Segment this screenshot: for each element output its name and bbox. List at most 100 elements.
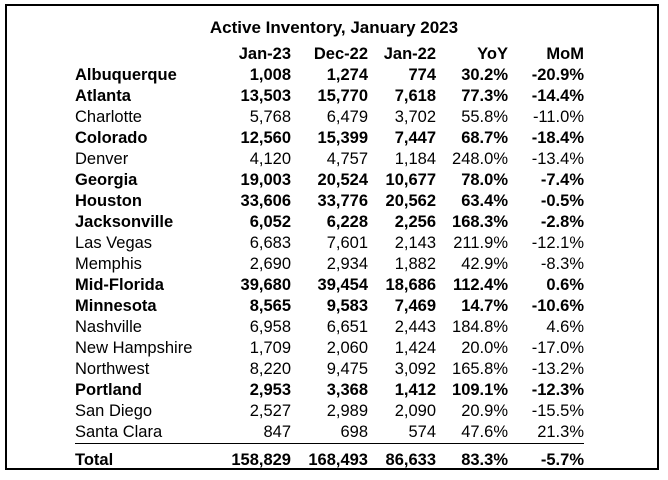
- mom-value: 4.6%: [546, 318, 584, 336]
- mom-value: -14.4%: [531, 87, 584, 105]
- table-row: Albuquerque 1,008 1,274 774 30.2% -20.9%: [75, 65, 584, 86]
- yoy-value: 78.0%: [461, 171, 508, 189]
- market-name: Portland: [75, 381, 142, 399]
- mom-value: -17.0%: [531, 339, 584, 357]
- market-name: Charlotte: [75, 108, 142, 126]
- jan22-value: 10,677: [385, 171, 436, 189]
- jan23-value: 4,120: [249, 150, 291, 168]
- market-name: San Diego: [75, 402, 153, 420]
- dec22-value: 15,399: [317, 129, 368, 147]
- market-name: New Hampshire: [75, 339, 193, 357]
- table-row: Memphis 2,690 2,934 1,882 42.9% -8.3%: [75, 254, 584, 275]
- jan22-value: 20,562: [385, 192, 436, 210]
- mom-value: -15.5%: [531, 402, 584, 420]
- header-dec22: Dec-22: [313, 45, 368, 63]
- table-row: Mid-Florida 39,680 39,454 18,686 112.4% 0.6%: [75, 275, 584, 296]
- market-name: Houston: [75, 192, 142, 210]
- yoy-value: 109.1%: [452, 381, 508, 399]
- total-jan22: 86,633: [368, 443, 436, 475]
- market-name: Nashville: [75, 318, 142, 336]
- market-name: Jacksonville: [75, 213, 174, 231]
- yoy-value: 20.9%: [461, 402, 508, 420]
- yoy-value: 20.0%: [461, 339, 508, 357]
- table-row: Nashville 6,958 6,651 2,443 184.8% 4.6%: [75, 317, 584, 338]
- dec22-value: 15,770: [317, 87, 368, 105]
- yoy-value: 112.4%: [452, 276, 508, 294]
- jan22-value: 774: [408, 66, 436, 84]
- jan22-value: 1,882: [394, 255, 436, 273]
- market-name: Georgia: [75, 171, 138, 189]
- dec22-value: 7,601: [326, 234, 368, 252]
- mom-value: -13.2%: [531, 360, 584, 378]
- table-row: Las Vegas 6,683 7,601 2,143 211.9% -12.1%: [75, 233, 584, 254]
- mom-value: -11.0%: [532, 108, 584, 126]
- jan23-value: 5,768: [249, 108, 291, 126]
- dec22-value: 6,479: [326, 108, 368, 126]
- jan22-value: 2,090: [394, 402, 436, 420]
- inventory-table: Jan-23 Dec-22 Jan-22 YoY MoM Albuquerque…: [75, 44, 584, 475]
- header-jan22: Jan-22: [383, 45, 436, 63]
- market-name: Northwest: [75, 360, 150, 378]
- table-frame: Active Inventory, January 2023 Jan-23 De…: [5, 4, 659, 475]
- jan22-value: 7,469: [394, 297, 436, 315]
- mom-value: 0.6%: [546, 276, 584, 294]
- yoy-value: 165.8%: [452, 360, 508, 378]
- jan22-value: 7,447: [394, 129, 436, 147]
- jan22-value: 2,443: [394, 318, 436, 336]
- dec22-value: 20,524: [317, 171, 368, 189]
- total-yoy: 83.3%: [436, 443, 508, 475]
- jan23-value: 12,560: [240, 129, 291, 147]
- mom-value: -10.6%: [531, 297, 584, 315]
- mom-value: -20.9%: [531, 66, 584, 84]
- table-row: Santa Clara 847 698 574 47.6% 21.3%: [75, 422, 584, 444]
- dec22-value: 9,475: [326, 360, 368, 378]
- jan23-value: 2,953: [249, 381, 291, 399]
- market-name: Atlanta: [75, 87, 131, 105]
- total-dec22: 168,493: [291, 443, 368, 475]
- table-row: Northwest 8,220 9,475 3,092 165.8% -13.2%: [75, 359, 584, 380]
- yoy-value: 68.7%: [461, 129, 508, 147]
- market-name: Las Vegas: [75, 234, 153, 252]
- jan23-value: 19,003: [240, 171, 291, 189]
- table-row: Atlanta 13,503 15,770 7,618 77.3% -14.4%: [75, 86, 584, 107]
- total-row: Total 158,829 168,493 86,633 83.3% -5.7%: [75, 443, 584, 475]
- yoy-value: 30.2%: [461, 66, 508, 84]
- mom-value: -18.4%: [531, 129, 584, 147]
- yoy-value: 63.4%: [461, 192, 508, 210]
- jan22-value: 3,702: [394, 108, 436, 126]
- market-name: Mid-Florida: [75, 276, 164, 294]
- jan22-value: 1,412: [394, 381, 436, 399]
- mom-value: 21.3%: [537, 423, 584, 441]
- table-row: Denver 4,120 4,757 1,184 248.0% -13.4%: [75, 149, 584, 170]
- jan22-value: 2,256: [394, 213, 436, 231]
- yoy-value: 77.3%: [461, 87, 508, 105]
- header-jan23: Jan-23: [238, 45, 291, 63]
- mom-value: -12.1%: [531, 234, 584, 252]
- jan23-value: 13,503: [240, 87, 291, 105]
- jan23-value: 39,680: [240, 276, 291, 294]
- header-row: Jan-23 Dec-22 Jan-22 YoY MoM: [75, 44, 584, 65]
- yoy-value: 168.3%: [452, 213, 508, 231]
- table-row: Jacksonville 6,052 6,228 2,256 168.3% -2.8%: [75, 212, 584, 233]
- mom-value: -8.3%: [540, 255, 584, 273]
- jan23-value: 8,565: [249, 297, 291, 315]
- table-row: Colorado 12,560 15,399 7,447 68.7% -18.4%: [75, 128, 584, 149]
- dec22-value: 6,651: [326, 318, 368, 336]
- market-name: Colorado: [75, 129, 148, 147]
- yoy-value: 47.6%: [461, 423, 508, 441]
- jan23-value: 8,220: [249, 360, 291, 378]
- jan23-value: 1,008: [249, 66, 291, 84]
- yoy-value: 184.8%: [452, 318, 508, 336]
- jan23-value: 6,052: [249, 213, 291, 231]
- jan22-value: 574: [408, 423, 436, 441]
- dec22-value: 9,583: [326, 297, 368, 315]
- table-row: Charlotte 5,768 6,479 3,702 55.8% -11.0%: [75, 107, 584, 128]
- jan23-value: 2,690: [249, 255, 291, 273]
- mom-value: -0.5%: [540, 192, 584, 210]
- header-yoy: YoY: [477, 45, 508, 63]
- jan23-value: 6,958: [249, 318, 291, 336]
- table-body: Albuquerque 1,008 1,274 774 30.2% -20.9% Atlan…: [75, 65, 584, 444]
- dec22-value: 2,989: [326, 402, 368, 420]
- mom-value: -2.8%: [540, 213, 584, 231]
- dec22-value: 4,757: [326, 150, 368, 168]
